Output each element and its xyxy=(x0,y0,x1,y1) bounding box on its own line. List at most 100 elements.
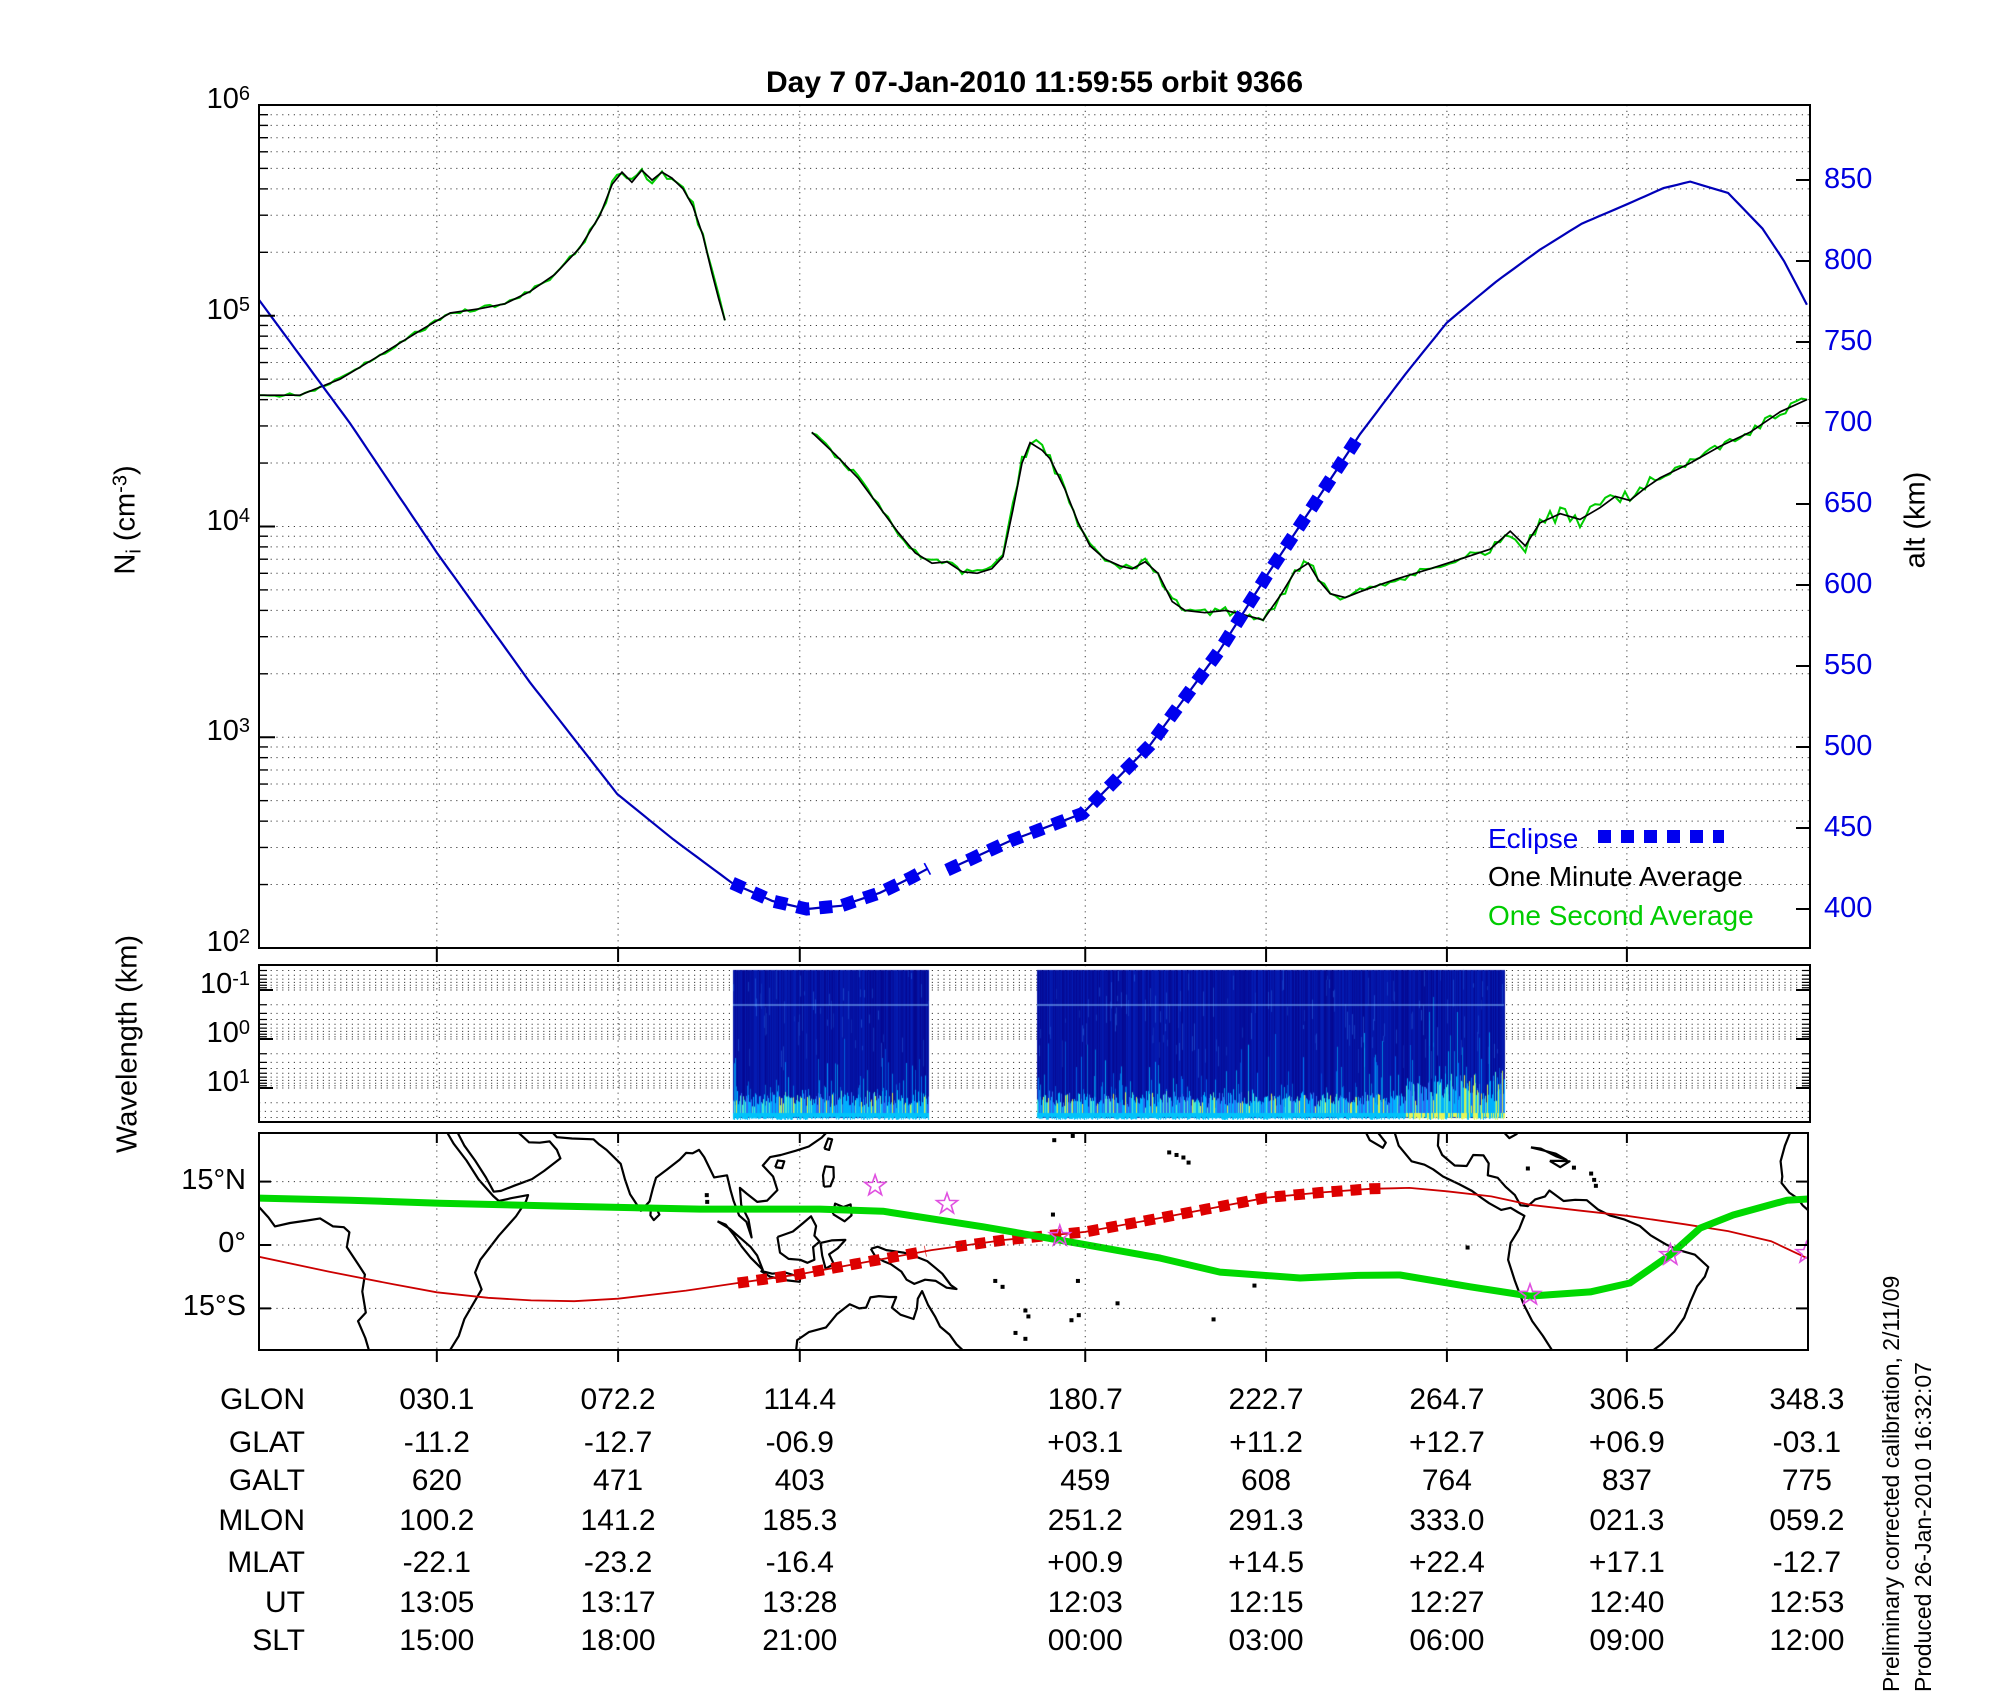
table-cell: 03:00 xyxy=(1228,1624,1304,1657)
island-dot xyxy=(1211,1317,1216,1322)
legend-eclipse-label: Eclipse xyxy=(1488,823,1579,854)
altitude-line xyxy=(258,299,929,911)
island-dot xyxy=(1013,1330,1018,1335)
table-cell: 264.7 xyxy=(1409,1383,1485,1416)
coastline xyxy=(1393,1133,1554,1350)
table-cell: -03.1 xyxy=(1772,1426,1842,1459)
table-row-label: GALT xyxy=(228,1464,305,1497)
coastline xyxy=(819,1238,847,1270)
island-dot xyxy=(704,1193,709,1198)
map-lat-label: 15°S xyxy=(182,1290,246,1323)
island-dot xyxy=(1000,1284,1005,1289)
island-dot xyxy=(705,1199,710,1204)
density-tick-label: 103 xyxy=(206,715,250,748)
table-cell: 333.0 xyxy=(1409,1504,1485,1537)
coastline xyxy=(1436,1133,1710,1350)
table-cell: +11.2 xyxy=(1229,1426,1303,1459)
table-cell: -12.7 xyxy=(583,1426,653,1459)
density-one-second-line xyxy=(811,397,1808,622)
table-cell: 620 xyxy=(411,1464,462,1497)
eclipse-dashed-segment xyxy=(729,862,932,916)
legend-eclipse-swatch xyxy=(1598,830,1724,843)
density-tick-label: 104 xyxy=(206,504,250,537)
island-dot xyxy=(1465,1245,1470,1250)
table-row-label: MLAT xyxy=(227,1546,305,1579)
table-row-label: GLAT xyxy=(228,1426,305,1459)
table-cell: 403 xyxy=(774,1464,825,1497)
table-cell: 837 xyxy=(1601,1464,1652,1497)
ground-station-star xyxy=(862,1172,888,1197)
coastline xyxy=(1530,1146,1568,1162)
coastline xyxy=(446,1133,530,1350)
map-lat-label: 15°N xyxy=(181,1163,246,1196)
density-one-minute-line xyxy=(811,398,1808,621)
table-cell: 12:27 xyxy=(1409,1586,1485,1619)
coastline xyxy=(1779,1133,1808,1212)
coastline xyxy=(823,1137,834,1152)
island-dot xyxy=(1174,1152,1179,1157)
ground-track-eclipse-dashes xyxy=(955,1183,1384,1253)
altitude-tick-label: 700 xyxy=(1824,406,1873,438)
table-cell: 030.1 xyxy=(399,1383,475,1416)
table-cell: 12:53 xyxy=(1769,1586,1845,1619)
table-cell: 072.2 xyxy=(580,1383,656,1416)
table-cell: 15:00 xyxy=(399,1624,475,1657)
footer-produced-note: Produced 26-Jan-2010 16:32:07 xyxy=(1910,1362,1936,1692)
table-cell: +00.9 xyxy=(1047,1546,1124,1579)
island-dot xyxy=(1115,1301,1120,1306)
island-dot xyxy=(1181,1155,1186,1160)
coastline xyxy=(1549,1159,1571,1169)
island-dot xyxy=(1593,1183,1598,1188)
table-cell: 291.3 xyxy=(1228,1504,1304,1537)
ground-station-star xyxy=(1047,1222,1073,1247)
coastline xyxy=(259,1206,371,1350)
altitude-tick-label: 850 xyxy=(1824,163,1873,195)
island-dot xyxy=(1069,1318,1074,1323)
island-dot xyxy=(993,1278,998,1283)
coastline xyxy=(774,1159,786,1170)
altitude-tick-label: 800 xyxy=(1824,244,1873,276)
table-cell: 114.4 xyxy=(763,1383,837,1416)
coastline xyxy=(776,1215,821,1264)
table-cell: 00:00 xyxy=(1047,1624,1123,1657)
table-cell: 06:00 xyxy=(1409,1624,1485,1657)
island-dot xyxy=(1252,1283,1257,1288)
table-cell: +22.4 xyxy=(1408,1546,1485,1579)
table-cell: 180.7 xyxy=(1047,1383,1123,1416)
table-cell: 021.3 xyxy=(1589,1504,1665,1537)
coastline xyxy=(1503,1133,1520,1140)
table-cell: 13:17 xyxy=(580,1586,656,1619)
table-row-label: UT xyxy=(265,1586,305,1619)
table-row-label: GLON xyxy=(219,1383,305,1416)
table-row-label: SLT xyxy=(252,1624,305,1657)
table-cell: -22.1 xyxy=(402,1546,471,1579)
coastline xyxy=(716,1220,764,1272)
density-tick-label: 102 xyxy=(206,926,250,958)
ground-station-star xyxy=(1793,1239,1808,1264)
magnetic-equator-line xyxy=(259,1194,1808,1300)
spectrogram-canvas xyxy=(259,968,1810,1120)
coastline xyxy=(456,1133,562,1193)
table-cell: -23.2 xyxy=(583,1546,653,1579)
wavelength-tick-label: 101 xyxy=(206,1066,250,1098)
table-cell: +17.1 xyxy=(1588,1546,1665,1579)
table-cell: 13:05 xyxy=(399,1586,475,1619)
altitude-tick-label: 450 xyxy=(1824,811,1873,843)
island-dot xyxy=(1023,1308,1028,1313)
table-cell: 09:00 xyxy=(1589,1624,1665,1657)
altitude-tick-label: 600 xyxy=(1824,568,1873,600)
map-content xyxy=(259,1133,1808,1350)
altitude-line xyxy=(946,180,1808,872)
ground-station-star xyxy=(1657,1241,1684,1266)
ground-track-eclipse-dashes xyxy=(737,1245,927,1289)
table-cell: +03.1 xyxy=(1047,1426,1124,1459)
coastline xyxy=(551,1133,828,1239)
island-dot xyxy=(1571,1165,1576,1170)
table-cell: 13:28 xyxy=(762,1586,838,1619)
density-tick-label: 105 xyxy=(206,293,250,326)
footer-calibration-note: Preliminary corrected calibration, 2/11/… xyxy=(1878,1275,1904,1692)
legend-one-minute-label: One Minute Average xyxy=(1488,861,1743,892)
table-cell: 608 xyxy=(1241,1464,1292,1497)
table-cell: -16.4 xyxy=(765,1546,834,1579)
island-dot xyxy=(1050,1212,1055,1217)
